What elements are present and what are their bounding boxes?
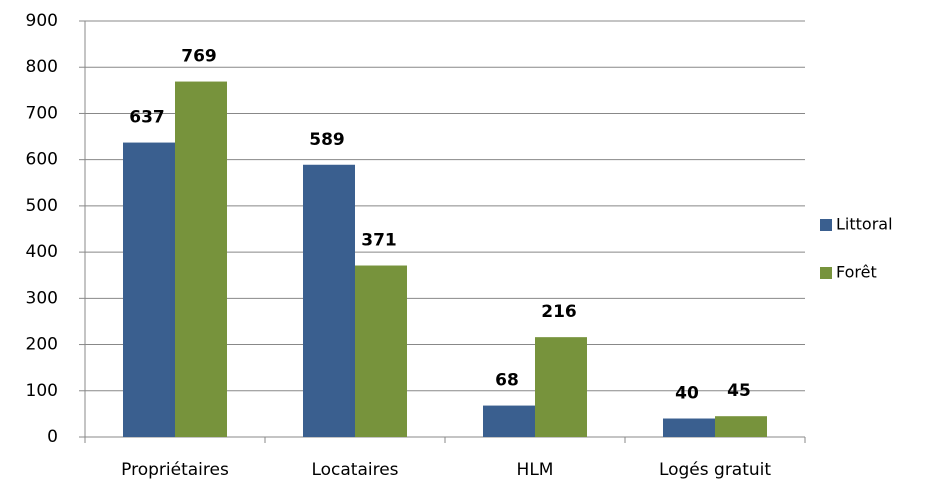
x-tick-label: Logés gratuit (659, 460, 771, 480)
y-tick-label: 0 (47, 427, 58, 447)
legend-swatch (820, 267, 832, 279)
y-tick-label: 300 (26, 288, 58, 308)
bar (355, 265, 407, 437)
data-label: 68 (495, 371, 519, 391)
legend-label: Littoral (836, 215, 893, 234)
data-label: 589 (309, 130, 345, 150)
data-label: 769 (181, 47, 217, 67)
bar (715, 416, 767, 437)
x-tick-label: Propriétaires (121, 460, 229, 480)
bar (535, 337, 587, 437)
y-tick-label: 100 (26, 381, 58, 401)
y-tick-label: 600 (26, 150, 58, 170)
y-tick-label: 400 (26, 242, 58, 262)
y-tick-label: 700 (26, 103, 58, 123)
y-tick-label: 200 (26, 335, 58, 355)
bar (483, 405, 535, 437)
legend-swatch (820, 219, 832, 231)
x-tick-label: HLM (517, 460, 554, 480)
y-tick-label: 800 (26, 57, 58, 77)
y-tick-label: 900 (26, 11, 58, 31)
bar (175, 81, 227, 437)
y-tick-label: 500 (26, 196, 58, 216)
data-label: 637 (129, 108, 165, 128)
legend-label: Forêt (836, 263, 877, 282)
bar (123, 142, 175, 437)
bar (303, 164, 355, 438)
data-label: 45 (727, 381, 751, 401)
data-label: 216 (541, 302, 577, 322)
x-tick-label: Locataires (311, 460, 398, 480)
data-label: 371 (361, 231, 397, 251)
bar (663, 418, 715, 437)
data-label: 40 (675, 384, 699, 404)
